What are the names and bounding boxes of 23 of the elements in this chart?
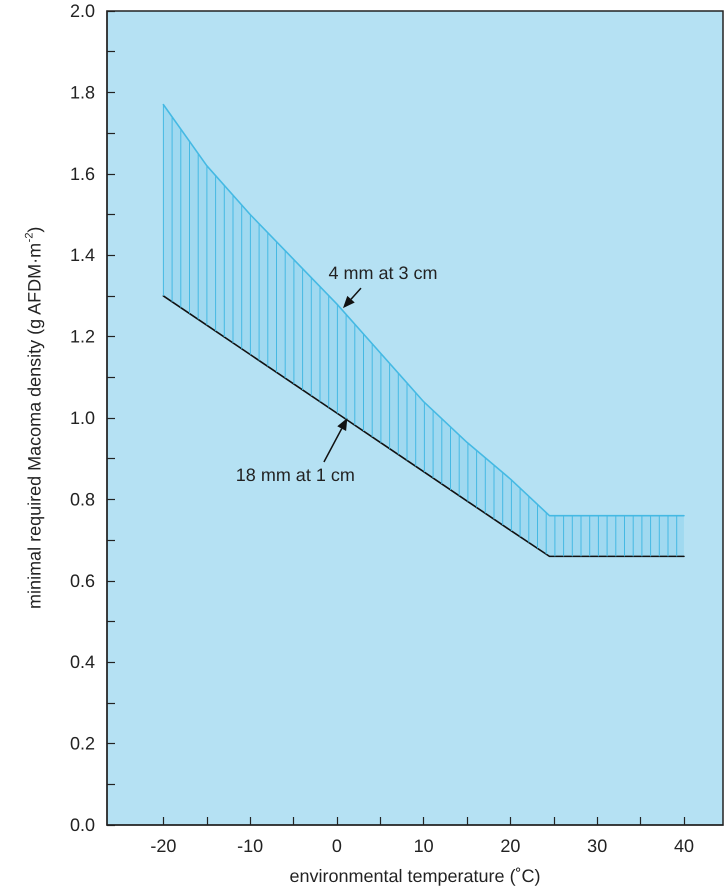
x-tick-label: -10 — [237, 836, 264, 856]
y-tick-label: 1.6 — [70, 164, 95, 184]
x-tick-label: 30 — [587, 836, 608, 856]
y-tick-label: 0.2 — [70, 734, 95, 754]
y-tick-label: 1.8 — [70, 82, 95, 102]
line-series — [162, 295, 685, 558]
x-tick-label: 20 — [500, 836, 520, 856]
x-tick-label: -20 — [150, 836, 176, 856]
annotation: 18 mm at 1 cm — [236, 464, 355, 485]
y-tick-label: 1.0 — [70, 408, 95, 428]
y-tick-label: 0.6 — [70, 570, 95, 591]
x-tick-label: 10 — [414, 836, 434, 856]
y-axis-title: minimal required Macoma density (g AFDM·m-2) — [24, 226, 44, 609]
y-tick-label: 0.8 — [70, 489, 95, 510]
y-tick-label: 1.2 — [70, 326, 95, 347]
y-tick-label: 1.4 — [70, 245, 95, 266]
x-tick-label: 40 — [674, 836, 694, 856]
x-axis-title: environmental temperature (˚C) — [289, 866, 541, 886]
y-tick-label: 0.0 — [70, 815, 95, 835]
annotation: 4 mm at 3 cm — [328, 262, 438, 283]
y-tick-label: 0.4 — [70, 652, 95, 672]
y-tick-label: 2.0 — [70, 1, 95, 21]
x-tick-label: 0 — [332, 836, 342, 856]
